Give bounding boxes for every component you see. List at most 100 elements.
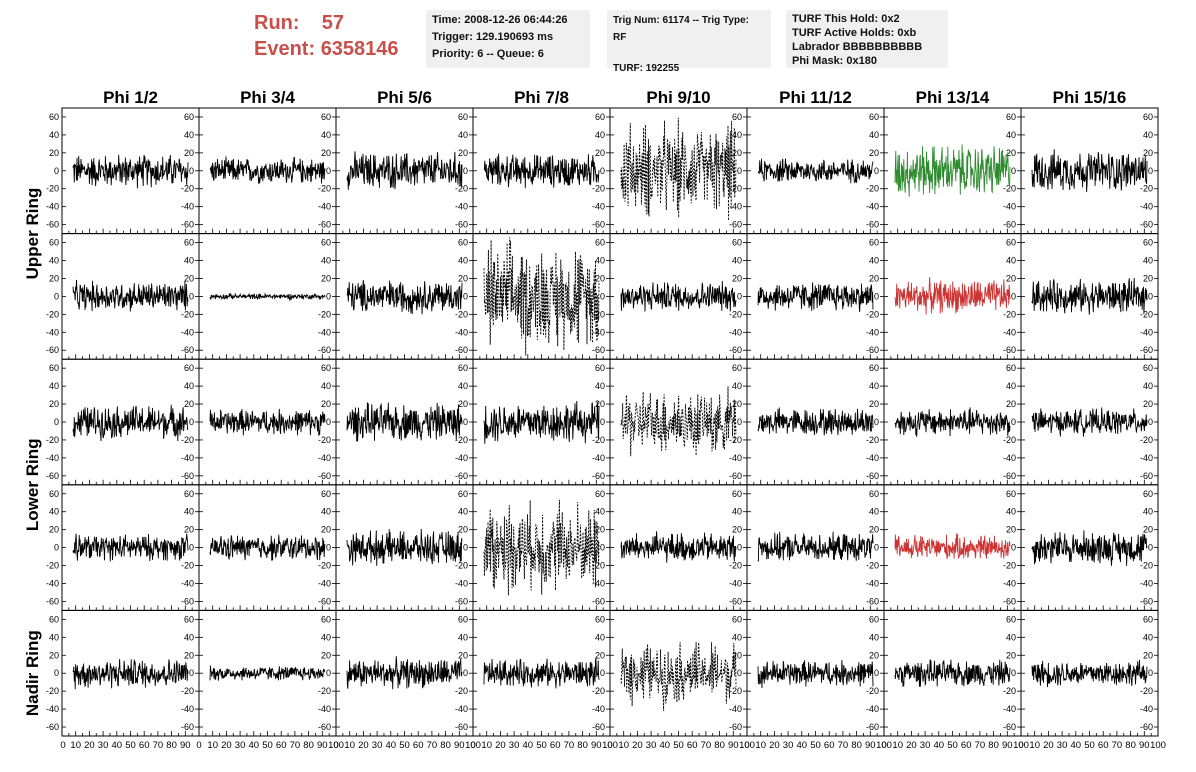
y-tick-label: -40 [592,704,605,714]
y-tick-label: 40 [1143,381,1153,391]
time-info-box: Time: 2008-12-26 06:44:26 Trigger: 129.1… [426,10,590,68]
x-tick-label: 30 [509,740,520,751]
y-tick-label: 60 [1006,363,1016,373]
column-title-7: Phi 13/14 [916,88,990,107]
y-tick-label: 40 [732,632,742,642]
x-tick-label: 90 [1002,740,1013,751]
y-tick-label: -20 [866,686,879,696]
waveform-trace-r5-c3 [346,656,463,690]
x-tick-label: 70 [838,740,849,751]
y-tick-label: 0 [54,543,59,553]
y-tick-label: -20 [1140,184,1153,194]
y-tick-label: 60 [458,614,468,624]
y-tick-label: 0 [463,543,468,553]
y-tick-label: -40 [729,704,742,714]
waveform-trace-r5-c8 [1031,659,1148,688]
x-tick-label: 80 [166,740,177,751]
y-tick-label: -60 [592,220,605,230]
y-tick-label: 60 [869,489,879,499]
waveform-trace-r3-c4 [483,400,600,444]
y-tick-label: -40 [46,578,59,588]
y-tick-label: 40 [184,381,194,391]
waveform-trace-r5-c5 [620,641,737,712]
y-tick-label: -40 [592,202,605,212]
y-tick-label: 20 [732,525,742,535]
y-tick-label: 0 [1148,543,1153,553]
waveform-trace-r4-c2 [209,534,326,561]
y-tick-label: 0 [1011,543,1016,553]
column-title-6: Phi 11/12 [779,88,852,107]
y-tick-label: 20 [49,525,59,535]
y-tick-label: 40 [458,632,468,642]
y-tick-label: 60 [49,112,59,122]
y-tick-label: -60 [46,471,59,481]
x-tick-label: 30 [1057,740,1068,751]
column-title-2: Phi 3/4 [240,88,295,107]
y-tick-label: 40 [49,507,59,517]
y-tick-label: 40 [1143,632,1153,642]
y-tick-label: -60 [729,471,742,481]
y-tick-label: -60 [455,345,468,355]
y-tick-label: -40 [866,704,879,714]
y-tick-label: -40 [729,578,742,588]
y-tick-label: 0 [463,291,468,301]
y-tick-label: 40 [458,256,468,266]
y-tick-label: 60 [1143,238,1153,248]
y-tick-label: 0 [189,668,194,678]
x-tick-label: 20 [358,740,369,751]
y-tick-label: 0 [326,166,331,176]
y-tick-label: -20 [318,184,331,194]
y-tick-label: 60 [184,614,194,624]
y-tick-label: 40 [732,130,742,140]
y-tick-label: -40 [866,578,879,588]
y-tick-label: 20 [321,650,331,660]
waveform-trace-r1-c7 [894,144,1011,197]
x-tick-label: 20 [769,740,780,751]
y-tick-label: -40 [455,704,468,714]
trigger-text: Trigger: 129.190693 ms [432,31,554,43]
waveform-trace-r5-c2 [209,665,326,681]
x-tick-label: 0 [333,740,338,751]
y-tick-label: -60 [1140,722,1153,732]
x-tick-label: 40 [523,740,534,751]
labrador-text: Labrador BBBBBBBBBB [792,41,923,53]
y-tick-label: 0 [874,543,879,553]
y-tick-label: -20 [866,184,879,194]
y-tick-label: 60 [595,363,605,373]
y-tick-label: 0 [600,668,605,678]
y-tick-label: -60 [729,596,742,606]
y-tick-label: -20 [181,435,194,445]
y-tick-label: 20 [869,148,879,158]
y-tick-label: -20 [1140,435,1153,445]
y-tick-label: -40 [181,202,194,212]
x-tick-label: 60 [687,740,698,751]
x-tick-label: 20 [221,740,232,751]
waveform-trace-r5-c6 [757,660,874,689]
x-tick-label: 20 [632,740,643,751]
y-tick-label: -60 [46,220,59,230]
x-tick-label: 0 [881,740,886,751]
y-tick-label: 40 [49,130,59,140]
y-tick-label: 20 [595,148,605,158]
y-tick-label: 0 [737,668,742,678]
y-tick-label: -20 [1140,561,1153,571]
y-tick-label: 60 [184,489,194,499]
y-tick-label: 20 [1143,148,1153,158]
y-tick-label: 60 [732,363,742,373]
y-tick-label: 0 [54,417,59,427]
y-tick-label: 20 [869,273,879,283]
y-tick-label: -60 [1003,220,1016,230]
y-tick-label: 20 [184,525,194,535]
row-title-1: Upper Ring [23,188,42,280]
y-tick-label: 20 [732,650,742,660]
y-tick-label: -60 [729,220,742,230]
x-tick-label: 30 [920,740,931,751]
y-tick-label: -40 [46,704,59,714]
y-tick-label: -20 [1140,309,1153,319]
y-tick-label: 0 [737,417,742,427]
y-tick-label: 20 [595,273,605,283]
y-tick-label: -20 [181,686,194,696]
waveform-trace-r3-c6 [757,407,874,436]
y-tick-label: -40 [1140,453,1153,463]
x-tick-label: 10 [1029,740,1040,751]
